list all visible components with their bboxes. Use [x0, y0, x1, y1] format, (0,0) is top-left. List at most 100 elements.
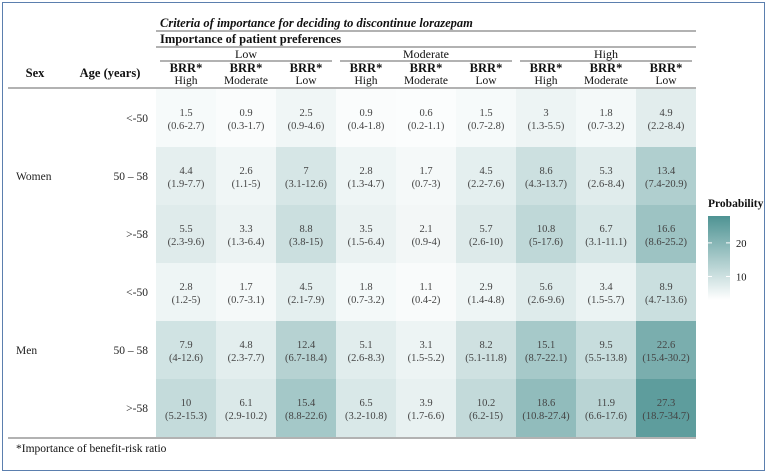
- cell-ci: (8.7-22.1): [525, 353, 567, 364]
- cell-value: 1.8: [359, 282, 372, 293]
- brr-header-top: BRR*: [650, 61, 683, 75]
- heatmap-cell: [396, 379, 456, 437]
- cell-value: 9.5: [599, 340, 612, 351]
- age-label: <-50: [126, 113, 148, 125]
- heatmap-cell: [336, 379, 396, 437]
- cell-value: 2.9: [479, 282, 492, 293]
- heatmap-cell: [336, 147, 396, 205]
- brr-header-top: BRR*: [230, 61, 263, 75]
- heatmap-cell: [576, 147, 636, 205]
- cell-ci: (0.4-2): [412, 295, 441, 306]
- cell-value: 1.1: [419, 282, 432, 293]
- cell-value: 27.3: [657, 398, 675, 409]
- cell-value: 5.3: [599, 166, 612, 177]
- cell-value: 15.1: [537, 340, 555, 351]
- probability-legend: Probability 10 20: [708, 198, 764, 300]
- cell-ci: (2.9-10.2): [225, 411, 267, 422]
- cell-value: 3: [543, 108, 548, 119]
- heatmap-cell: [156, 321, 216, 379]
- cell-value: 3.4: [599, 282, 613, 293]
- cell-ci: (2.2-8.4): [648, 121, 685, 132]
- heatmap-cell: [576, 379, 636, 437]
- age-column-header: Age (years): [80, 66, 141, 80]
- cell-value: 6.7: [599, 224, 612, 235]
- cell-value: 18.6: [537, 398, 555, 409]
- cell-ci: (3.1-12.6): [285, 179, 327, 190]
- brr-column-headers: BRR*HighBRR*ModerateBRR*LowBRR*HighBRR*M…: [170, 61, 683, 87]
- heatmap-cell: [636, 379, 696, 437]
- cell-ci: (3.8-15): [289, 237, 324, 248]
- heatmap-cell: [156, 205, 216, 263]
- heatmap-cell: [456, 263, 516, 321]
- cell-value: 1.7: [419, 166, 432, 177]
- cell-value: 1.5: [179, 108, 192, 119]
- heatmap-cell: [276, 321, 336, 379]
- cell-ci: (3.2-10.8): [345, 411, 387, 422]
- cell-ci: (2.6-10): [469, 237, 504, 248]
- cell-value: 8.9: [659, 282, 672, 293]
- preference-group-header: Moderate: [403, 47, 449, 61]
- cell-ci: (8.6-25.2): [645, 237, 687, 248]
- heatmap-cell: [216, 89, 276, 147]
- cell-value: 2.1: [419, 224, 432, 235]
- cell-value: 6.1: [239, 398, 252, 409]
- cell-ci: (1.5-5.2): [408, 353, 445, 364]
- age-label: >-58: [126, 229, 148, 241]
- heatmap-cell: [276, 205, 336, 263]
- cell-value: 0.6: [419, 108, 432, 119]
- heatmap-cell: [636, 89, 696, 147]
- heatmap-cell: [576, 89, 636, 147]
- cell-value: 5.7: [479, 224, 492, 235]
- heatmap-cell: [396, 263, 456, 321]
- brr-header-top: BRR*: [290, 61, 323, 75]
- cell-value: 12.4: [297, 340, 316, 351]
- heatmap-cell: [336, 321, 396, 379]
- cell-value: 10.2: [477, 398, 495, 409]
- cell-value: 13.4: [657, 166, 676, 177]
- cell-ci: (2.6-8.4): [588, 179, 625, 190]
- heatmap-cell: [276, 147, 336, 205]
- cell-ci: (4.7-13.6): [645, 295, 687, 306]
- heatmap-cell: [156, 379, 216, 437]
- heatmap-cell: [636, 205, 696, 263]
- cell-ci: (2.2-7.6): [468, 179, 505, 190]
- heatmap-cell: [216, 379, 276, 437]
- preference-group-header: Low: [235, 47, 257, 61]
- heatmap-cell: [276, 379, 336, 437]
- age-label: 50 – 58: [114, 345, 149, 357]
- cell-ci: (6.2-15): [469, 411, 504, 422]
- heatmap-cell: [516, 205, 576, 263]
- brr-header-bottom: Moderate: [224, 75, 268, 87]
- cell-ci: (0.6-2.7): [168, 121, 205, 132]
- brr-header-bottom: Moderate: [404, 75, 448, 87]
- cell-ci: (5.1-11.8): [465, 353, 507, 364]
- cell-ci: (0.9-4.6): [288, 121, 325, 132]
- brr-header-top: BRR*: [530, 61, 563, 75]
- cell-ci: (0.9-4): [412, 237, 441, 248]
- brr-header-bottom: Low: [655, 75, 677, 87]
- cell-ci: (6.7-18.4): [285, 353, 327, 364]
- cell-value: 4.5: [479, 166, 492, 177]
- cell-ci: (0.7-3.1): [228, 295, 265, 306]
- cell-ci: (0.7-2.8): [468, 121, 505, 132]
- cell-ci: (1.3-4.7): [348, 179, 385, 190]
- cell-ci: (1.3-6.4): [228, 237, 265, 248]
- preference-group-header: High: [594, 47, 618, 61]
- brr-header-top: BRR*: [590, 61, 623, 75]
- cell-ci: (7.4-20.9): [645, 179, 687, 190]
- cell-value: 3.9: [419, 398, 432, 409]
- header-background: [8, 14, 696, 86]
- sex-label: Women: [16, 171, 52, 183]
- heatmap-cell: [636, 321, 696, 379]
- heatmap-cell: [396, 321, 456, 379]
- cell-ci: (0.3-1.7): [228, 121, 265, 132]
- figure-frame: [2, 2, 765, 471]
- heatmap-cell: [156, 147, 216, 205]
- cell-value: 7.9: [179, 340, 192, 351]
- cell-ci: (3.1-11.1): [585, 237, 627, 248]
- heatmap-cell: [276, 89, 336, 147]
- heatmap-cell: [456, 379, 516, 437]
- cell-ci: (1.5-6.4): [348, 237, 385, 248]
- brr-header-bottom: Moderate: [584, 75, 628, 87]
- heatmap-cell: [456, 89, 516, 147]
